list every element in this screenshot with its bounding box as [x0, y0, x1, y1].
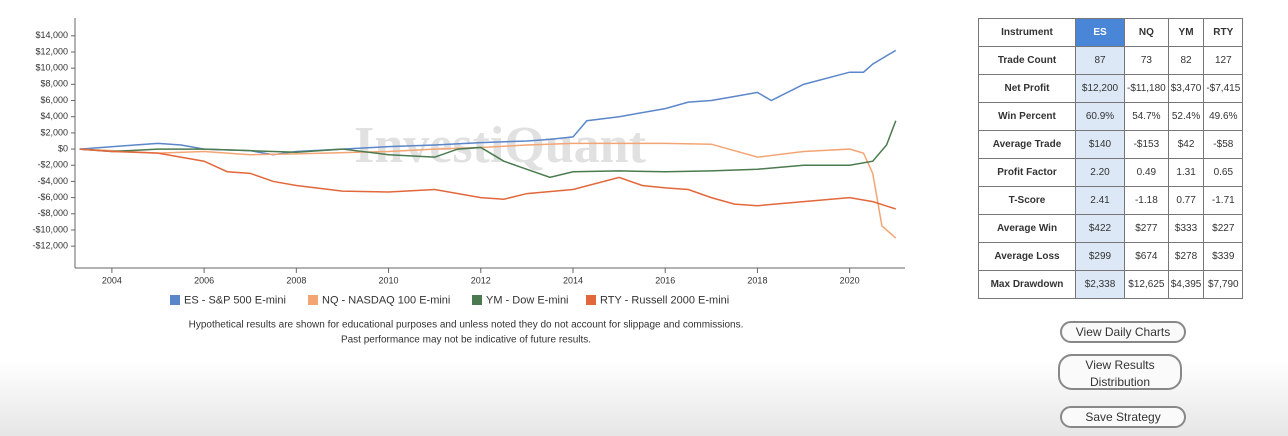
table-cell: NQ: [1124, 18, 1169, 47]
table-cell: -$7,415: [1203, 74, 1244, 103]
legend-swatch: [586, 295, 596, 305]
legend-swatch: [308, 295, 318, 305]
table-cell: Instrument: [978, 18, 1076, 47]
table-cell: $422: [1075, 214, 1125, 243]
x-tick-label: 2016: [655, 275, 675, 285]
table-cell: 0.49: [1124, 158, 1169, 187]
y-tick-label: $2,000: [40, 127, 68, 137]
table-cell: $674: [1124, 242, 1169, 271]
table-cell: $3,470: [1167, 74, 1205, 103]
table-cell: $140: [1075, 130, 1125, 159]
table-cell: 52.4%: [1167, 102, 1205, 131]
table-cell: $333: [1167, 214, 1205, 243]
table-cell: Trade Count: [978, 46, 1076, 75]
table-cell: 127: [1203, 46, 1244, 75]
y-tick-label: -$12,000: [32, 241, 68, 251]
table-cell: 73: [1124, 46, 1169, 75]
y-tick-label: -$6,000: [37, 192, 68, 202]
table-cell: RTY: [1203, 18, 1244, 47]
table-cell: Win Percent: [978, 102, 1076, 131]
table-cell: $4,395: [1167, 270, 1205, 299]
legend-label: NQ - NASDAQ 100 E-mini: [322, 294, 450, 306]
legend-swatch: [170, 295, 180, 305]
table-cell: $7,790: [1203, 270, 1244, 299]
chart: InvestiQuant $14,000 $12,000 $10,000 $8,000…: [32, 18, 905, 346]
table-cell: -$153: [1124, 130, 1169, 159]
table-cell: $12,625: [1124, 270, 1169, 299]
x-tick-label: 2008: [286, 275, 306, 285]
watermark: InvestiQuant: [354, 117, 647, 174]
button[interactable]: View Results Distribution: [1058, 354, 1182, 390]
y-tick-label: -$10,000: [32, 224, 68, 234]
legend-label: YM - Dow E-mini: [486, 294, 569, 306]
table-cell: $339: [1203, 242, 1244, 271]
y-tick-label: -$8,000: [37, 208, 68, 218]
table-cell: YM: [1167, 18, 1205, 47]
y-tick-label: -$4,000: [37, 176, 68, 186]
table-cell: 0.77: [1167, 186, 1205, 215]
table-cell: 49.6%: [1203, 102, 1244, 131]
table-cell: Average Loss: [978, 242, 1076, 271]
table-cell: $278: [1167, 242, 1205, 271]
table-cell: Average Trade: [978, 130, 1076, 159]
line-series: [79, 142, 897, 239]
table-cell: $277: [1124, 214, 1169, 243]
disclaimer: Hypothetical results are shown for educa…: [189, 320, 744, 331]
button[interactable]: View Daily Charts: [1060, 321, 1186, 343]
line-series: [79, 120, 897, 179]
table-cell: $12,200: [1075, 74, 1125, 103]
table-cell: Max Drawdown: [978, 270, 1076, 299]
y-tick-label: -$2,000: [37, 160, 68, 170]
table-cell: 60.9%: [1075, 102, 1125, 131]
table-cell: ES: [1075, 18, 1125, 47]
table-cell: $299: [1075, 242, 1125, 271]
legend-label: RTY - Russell 2000 E-mini: [600, 294, 729, 306]
table-cell: 82: [1167, 46, 1205, 75]
table-cell: 87: [1075, 46, 1125, 75]
legend-label: ES - S&P 500 E-mini: [184, 294, 286, 306]
table-cell: -$11,180: [1124, 74, 1169, 103]
table-cell: 2.41: [1075, 186, 1125, 215]
button[interactable]: Save Strategy: [1060, 406, 1186, 428]
x-tick-label: 2014: [563, 275, 583, 285]
stats-table: Instrument ES NQ YM RTY Trade Count 87 73 82 127 N…: [978, 18, 1244, 299]
table-cell: T-Score: [978, 186, 1076, 215]
table-cell: -$58: [1203, 130, 1244, 159]
table-cell: $227: [1203, 214, 1244, 243]
legend-swatch: [472, 295, 482, 305]
x-tick-label: 2020: [840, 275, 860, 285]
x-tick-label: 2004: [102, 275, 122, 285]
y-tick-label: $14,000: [35, 30, 68, 40]
x-tick-label: 2018: [747, 275, 767, 285]
x-tick-label: 2010: [379, 275, 399, 285]
table-cell: Average Win: [978, 214, 1076, 243]
table-cell: -1.71: [1203, 186, 1244, 215]
disclaimer: Past performance may not be indicative o…: [341, 335, 591, 346]
y-tick-label: $12,000: [35, 46, 68, 56]
y-tick-label: $0: [58, 143, 68, 153]
table-cell: -1.18: [1124, 186, 1169, 215]
y-tick-label: $6,000: [40, 95, 68, 105]
table-cell: 2.20: [1075, 158, 1125, 187]
table-cell: 1.31: [1167, 158, 1205, 187]
table-cell: $2,338: [1075, 270, 1125, 299]
y-tick-label: $8,000: [40, 79, 68, 89]
x-tick-label: 2006: [194, 275, 214, 285]
y-tick-label: $4,000: [40, 111, 68, 121]
y-tick-label: $10,000: [35, 63, 68, 73]
table-cell: Profit Factor: [978, 158, 1076, 187]
x-tick-label: 2012: [471, 275, 491, 285]
table-cell: Net Profit: [978, 74, 1076, 103]
table-cell: 0.65: [1203, 158, 1244, 187]
table-cell: $42: [1167, 130, 1205, 159]
table-cell: 54.7%: [1124, 102, 1169, 131]
line-series: [79, 148, 897, 210]
